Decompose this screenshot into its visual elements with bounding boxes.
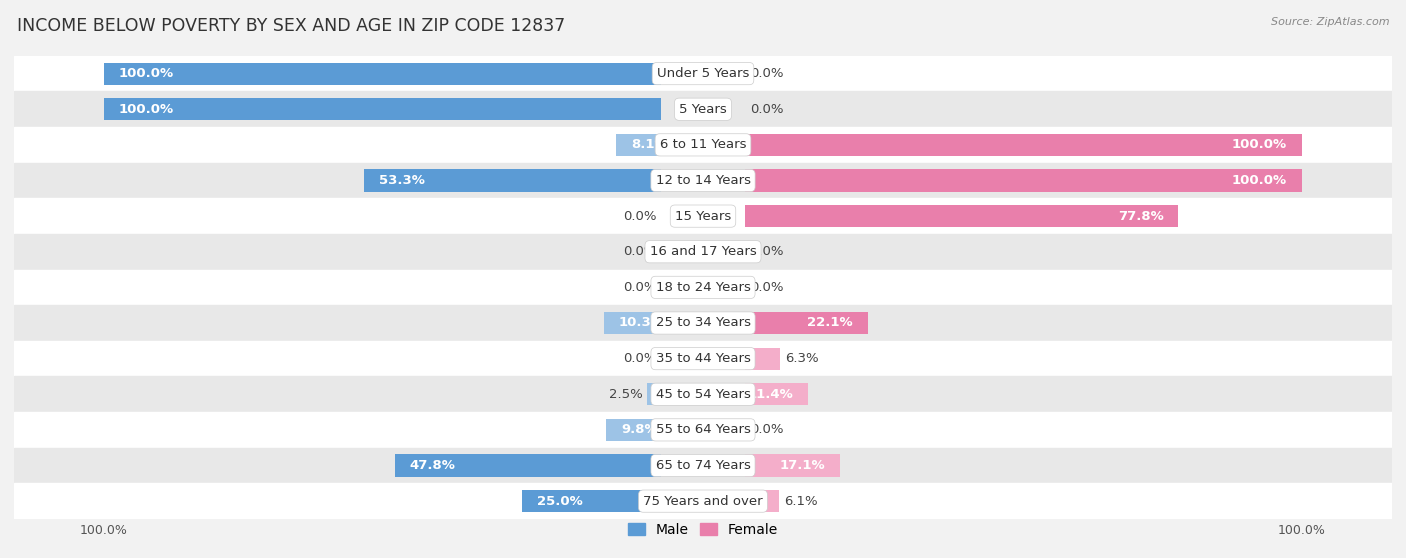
Text: 11.4%: 11.4% <box>748 388 793 401</box>
Text: 17.1%: 17.1% <box>779 459 825 472</box>
Text: 22.1%: 22.1% <box>807 316 853 329</box>
Legend: Male, Female: Male, Female <box>623 517 783 542</box>
Bar <box>14 412 1392 448</box>
Bar <box>14 448 1392 483</box>
Text: INCOME BELOW POVERTY BY SEX AND AGE IN ZIP CODE 12837: INCOME BELOW POVERTY BY SEX AND AGE IN Z… <box>17 17 565 35</box>
Text: 100.0%: 100.0% <box>1232 174 1286 187</box>
Text: 0.0%: 0.0% <box>749 246 783 258</box>
Text: 0.0%: 0.0% <box>749 67 783 80</box>
Bar <box>603 312 661 334</box>
Text: 77.8%: 77.8% <box>1118 210 1163 223</box>
Text: 15 Years: 15 Years <box>675 210 731 223</box>
Bar <box>395 454 661 477</box>
Text: 0.0%: 0.0% <box>749 103 783 116</box>
Bar <box>14 377 1392 412</box>
Text: 16 and 17 Years: 16 and 17 Years <box>650 246 756 258</box>
Text: 0.0%: 0.0% <box>749 424 783 436</box>
Text: 6 to 11 Years: 6 to 11 Years <box>659 138 747 151</box>
Text: 53.3%: 53.3% <box>380 174 425 187</box>
Text: 0.0%: 0.0% <box>623 246 657 258</box>
Bar <box>745 490 779 512</box>
Bar <box>647 383 661 405</box>
Text: 6.3%: 6.3% <box>785 352 818 365</box>
Bar <box>14 127 1392 163</box>
Text: 35 to 44 Years: 35 to 44 Years <box>655 352 751 365</box>
Bar <box>14 270 1392 305</box>
Text: 0.0%: 0.0% <box>623 210 657 223</box>
Text: 100.0%: 100.0% <box>120 103 174 116</box>
Bar <box>745 383 808 405</box>
Text: 5 Years: 5 Years <box>679 103 727 116</box>
Text: 0.0%: 0.0% <box>749 281 783 294</box>
Bar <box>14 163 1392 198</box>
Text: 12 to 14 Years: 12 to 14 Years <box>655 174 751 187</box>
Bar <box>745 205 1178 227</box>
Bar <box>364 170 661 191</box>
Bar <box>14 305 1392 341</box>
Bar <box>745 454 841 477</box>
Text: 45 to 54 Years: 45 to 54 Years <box>655 388 751 401</box>
Bar <box>104 98 661 121</box>
Text: 47.8%: 47.8% <box>409 459 456 472</box>
Text: 0.0%: 0.0% <box>623 281 657 294</box>
Text: 0.0%: 0.0% <box>623 352 657 365</box>
Bar <box>14 198 1392 234</box>
Bar <box>745 134 1302 156</box>
Bar <box>745 170 1302 191</box>
Text: 8.1%: 8.1% <box>631 138 668 151</box>
Text: 55 to 64 Years: 55 to 64 Years <box>655 424 751 436</box>
Bar <box>745 348 780 369</box>
Text: 2.5%: 2.5% <box>609 388 643 401</box>
Text: 65 to 74 Years: 65 to 74 Years <box>655 459 751 472</box>
Text: Source: ZipAtlas.com: Source: ZipAtlas.com <box>1271 17 1389 27</box>
Text: Under 5 Years: Under 5 Years <box>657 67 749 80</box>
Bar <box>522 490 661 512</box>
Bar <box>104 62 661 85</box>
Bar <box>745 312 868 334</box>
Text: 100.0%: 100.0% <box>1232 138 1286 151</box>
Text: 100.0%: 100.0% <box>120 67 174 80</box>
Text: 25 to 34 Years: 25 to 34 Years <box>655 316 751 329</box>
Text: 25.0%: 25.0% <box>537 494 582 508</box>
Bar <box>14 341 1392 377</box>
Text: 18 to 24 Years: 18 to 24 Years <box>655 281 751 294</box>
Text: 75 Years and over: 75 Years and over <box>643 494 763 508</box>
Bar <box>606 419 661 441</box>
Bar <box>14 92 1392 127</box>
Bar <box>14 483 1392 519</box>
Text: 9.8%: 9.8% <box>621 424 658 436</box>
Bar <box>14 56 1392 92</box>
Bar <box>616 134 661 156</box>
Bar <box>14 234 1392 270</box>
Text: 10.3%: 10.3% <box>619 316 665 329</box>
Text: 6.1%: 6.1% <box>783 494 817 508</box>
